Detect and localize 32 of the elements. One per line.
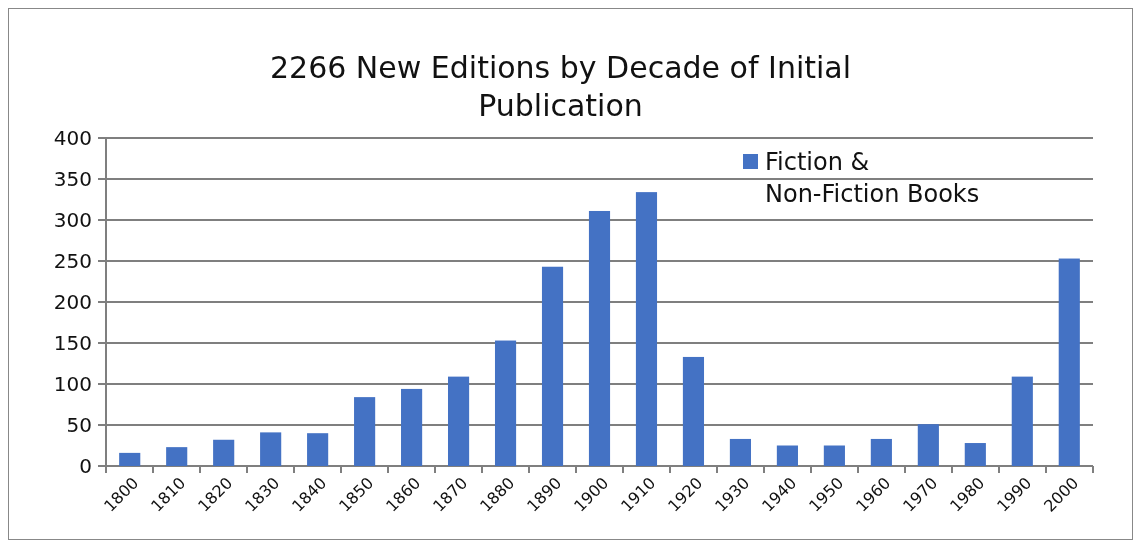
- bar: [494, 340, 517, 466]
- bar: [119, 452, 141, 466]
- bar: [729, 438, 751, 466]
- bar: [682, 356, 705, 466]
- y-tick-label: 400: [53, 126, 92, 150]
- legend-label: Fiction & Non-Fiction Books: [765, 148, 980, 209]
- y-tick-label: 350: [53, 167, 92, 191]
- bar: [823, 445, 845, 466]
- bar: [401, 388, 423, 466]
- bar: [588, 210, 611, 466]
- bar: [776, 445, 798, 466]
- bar: [354, 397, 376, 466]
- chart-title: 2266 New Editions by Decade of Initial Publication: [269, 50, 852, 123]
- bar: [307, 433, 329, 466]
- bar: [917, 424, 939, 466]
- bar: [870, 438, 892, 466]
- y-tick-label: 250: [53, 249, 92, 273]
- y-tick-label: 300: [53, 208, 92, 232]
- y-tick-label: 200: [53, 290, 92, 314]
- bar: [635, 192, 658, 466]
- y-tick-label: 0: [79, 454, 92, 478]
- y-tick-label: 150: [53, 331, 92, 355]
- bar: [964, 443, 986, 466]
- bar: [448, 376, 470, 466]
- bar: [1058, 258, 1080, 466]
- bar: [213, 439, 235, 466]
- bar: [541, 266, 564, 466]
- y-tick-label: 50: [66, 413, 92, 437]
- bar: [166, 447, 188, 466]
- bar: [260, 432, 282, 466]
- y-tick-label: 100: [53, 372, 92, 396]
- bar: [1011, 376, 1033, 466]
